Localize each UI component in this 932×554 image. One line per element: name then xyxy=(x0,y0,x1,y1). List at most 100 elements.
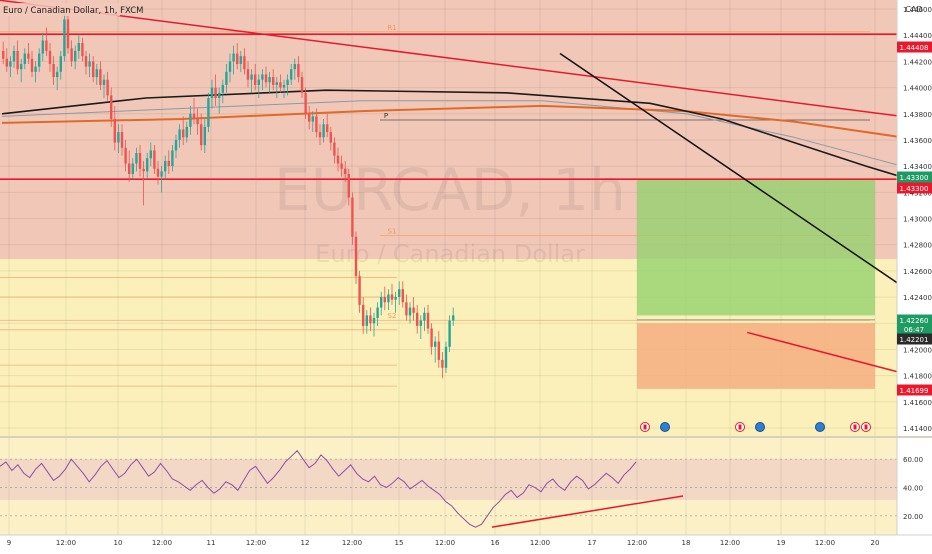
price-badge-label: 1.44408 xyxy=(900,44,929,52)
economic-event-flag xyxy=(864,424,868,430)
candle-body xyxy=(282,84,286,88)
candle-body xyxy=(52,63,55,78)
rsi-band xyxy=(0,459,897,500)
candle-body xyxy=(77,43,80,51)
candle-body xyxy=(365,315,368,326)
price-badge-label: 1.41699 xyxy=(900,387,929,395)
watermark-name: Euro / Canadian Dollar xyxy=(315,240,585,268)
price-tick-label: 1.43000 xyxy=(903,216,932,224)
candle-body xyxy=(333,142,336,156)
candle-body xyxy=(254,74,257,85)
candle-body xyxy=(448,320,451,347)
trendline xyxy=(559,52,897,284)
time-tick-label: 18 xyxy=(682,539,691,547)
candle-body xyxy=(110,95,113,119)
rsi-trendline xyxy=(491,495,684,528)
time-tick-label: 12:00 xyxy=(720,539,740,547)
candle-body xyxy=(189,113,192,127)
candle-body xyxy=(300,77,304,93)
candle-body xyxy=(12,50,16,62)
candle-body xyxy=(351,197,354,237)
candle-body xyxy=(401,289,404,303)
economic-event-flag xyxy=(643,424,647,430)
candle-body xyxy=(156,168,160,177)
candle-body xyxy=(304,92,307,114)
price-tick-label: 1.44000 xyxy=(903,85,932,93)
target-zone xyxy=(637,179,875,316)
candle-body xyxy=(59,56,62,72)
candle-body xyxy=(243,56,246,70)
candle-body xyxy=(70,48,73,62)
candle-body xyxy=(185,126,188,138)
price-tick-label: 1.41400 xyxy=(903,425,932,433)
candle-body xyxy=(264,74,268,83)
chart-title[interactable]: Euro / Canadian Dollar, 1h, FXCM xyxy=(3,6,143,16)
price-tick-label: 1.44600 xyxy=(903,6,932,14)
price-badge xyxy=(897,384,932,396)
candle-body xyxy=(138,153,142,169)
candle-body xyxy=(146,158,149,172)
candle-body xyxy=(239,56,242,64)
candle-body xyxy=(41,40,44,54)
candle-body xyxy=(390,294,394,300)
candle-body xyxy=(398,289,401,298)
candle-body xyxy=(250,74,253,80)
ma-orange-line xyxy=(1,104,897,138)
event-markers[interactable] xyxy=(640,422,871,432)
trendline xyxy=(0,0,897,117)
candle-body xyxy=(261,74,264,80)
trendlines[interactable] xyxy=(0,0,932,403)
candle-body xyxy=(372,318,376,324)
position-zones xyxy=(637,179,875,389)
pivot-label: R1 xyxy=(387,24,396,32)
time-tick-label: 12:00 xyxy=(530,539,550,547)
candle-body xyxy=(81,43,84,57)
time-tick-label: 12 xyxy=(301,539,310,547)
pivot-label: S1 xyxy=(388,228,397,236)
time-axis-labels: 9 12:00 10 12:00 11 12:00 12 12:00 15 12:00 16 12:0… xyxy=(7,539,880,547)
rsi-axis[interactable] xyxy=(897,438,932,535)
candle-body xyxy=(174,139,178,151)
candle-body xyxy=(430,328,433,347)
candle-body xyxy=(48,50,52,64)
candle-body xyxy=(160,171,163,177)
time-tick-label: 12:00 xyxy=(342,539,362,547)
rsi-line xyxy=(0,449,637,528)
rsi-tick-label: 20.00 xyxy=(903,513,923,521)
candle-body xyxy=(362,304,365,326)
candle-body xyxy=(5,58,8,67)
ma-black-line xyxy=(1,89,897,177)
candle-body xyxy=(383,297,386,303)
candle-body xyxy=(200,124,203,146)
horizontal-levels xyxy=(0,33,897,181)
rsi-axis-ticks: 60.00 40.00 20.00 xyxy=(903,456,923,521)
candle-body xyxy=(423,312,426,321)
candle-body xyxy=(207,98,210,127)
time-tick-label: 12:00 xyxy=(246,539,266,547)
economic-event-flag xyxy=(853,424,857,430)
time-axis[interactable] xyxy=(0,535,932,550)
price-axis[interactable] xyxy=(897,0,932,436)
candle-body xyxy=(272,77,275,85)
time-tick-label: 17 xyxy=(588,539,597,547)
candle-body xyxy=(45,40,48,51)
price-tick-label: 1.42400 xyxy=(903,294,932,302)
calendar-event-icon xyxy=(660,422,670,432)
candle-body xyxy=(74,50,77,62)
candle-body xyxy=(106,79,109,96)
candle-body xyxy=(452,315,455,321)
price-badge xyxy=(897,171,932,183)
candle-body xyxy=(268,77,271,83)
price-badge-label: 1.42201 xyxy=(900,336,929,344)
price-badge xyxy=(897,314,932,326)
pivot-lines: R1 P S1 S2 xyxy=(0,24,870,387)
candle-body xyxy=(290,69,293,80)
time-tick-label: 20 xyxy=(871,539,880,547)
title-backdrop xyxy=(0,3,120,16)
candle-body xyxy=(225,71,228,85)
pivot-label: S2 xyxy=(388,312,397,320)
candle-body xyxy=(164,160,167,172)
